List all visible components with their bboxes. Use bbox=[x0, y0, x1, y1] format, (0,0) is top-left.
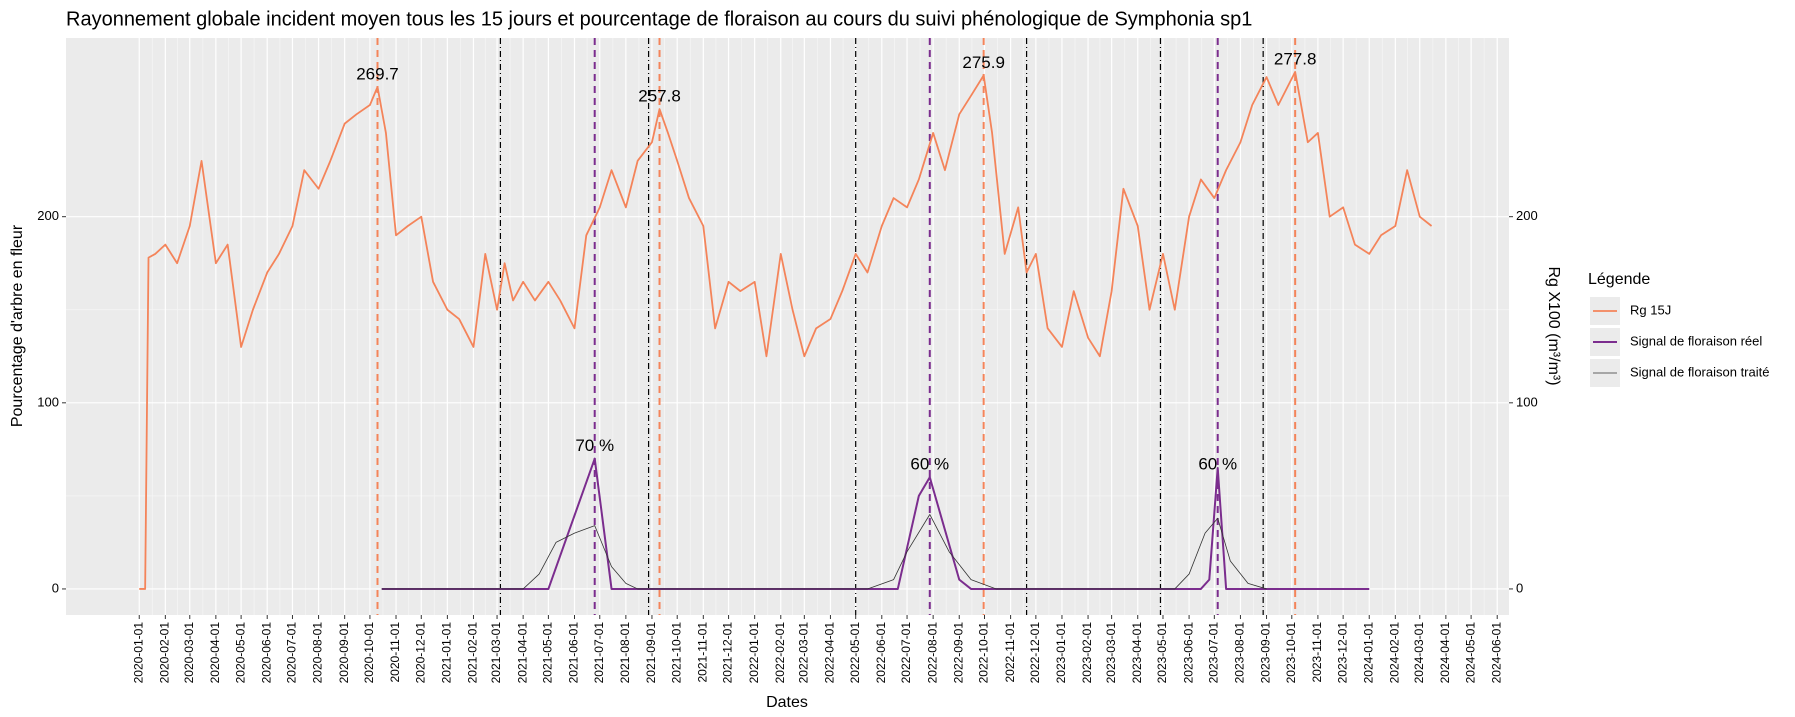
x-tick-label: 2022-07-01 bbox=[899, 622, 913, 684]
annotation: 60 % bbox=[1198, 455, 1237, 474]
x-tick-label: 2024-06-01 bbox=[1489, 622, 1503, 684]
legend-label: Signal de floraison réel bbox=[1630, 333, 1762, 348]
x-tick-label: 2024-03-01 bbox=[1412, 622, 1426, 684]
y-axis-label: Pourcentage d'arbre en fleur bbox=[9, 224, 26, 427]
x-tick-label: 2022-12-01 bbox=[1028, 622, 1042, 684]
x-tick-label: 2021-06-01 bbox=[567, 622, 581, 684]
x-tick-label: 2020-07-01 bbox=[285, 622, 299, 684]
x-tick-label: 2021-03-01 bbox=[489, 622, 503, 684]
y2-tick-label: 0 bbox=[1516, 580, 1523, 595]
x-axis-label: Dates bbox=[766, 694, 808, 711]
series-line bbox=[381, 457, 1370, 590]
x-tick-label: 2024-05-01 bbox=[1463, 622, 1477, 684]
x-tick-label: 2021-08-01 bbox=[618, 622, 632, 684]
x-tick-label: 2022-06-01 bbox=[874, 622, 888, 684]
x-tick-label: 2020-05-01 bbox=[233, 622, 247, 684]
x-tick-label: 2020-06-01 bbox=[259, 622, 273, 684]
series-line bbox=[381, 514, 1267, 590]
series-line bbox=[139, 70, 1433, 590]
x-tick-label: 2022-03-01 bbox=[797, 622, 811, 684]
x-tick-label: 2024-01-01 bbox=[1361, 622, 1375, 684]
x-tick-label: 2021-05-01 bbox=[541, 622, 555, 684]
x-tick-label: 2020-10-01 bbox=[362, 622, 376, 684]
y-tick-label: 200 bbox=[37, 208, 59, 223]
x-tick-label: 2020-11-01 bbox=[388, 622, 402, 683]
x-tick-label: 2023-06-01 bbox=[1181, 622, 1195, 684]
annotation: 269.7 bbox=[356, 64, 399, 83]
x-tick-label: 2020-02-01 bbox=[158, 622, 172, 684]
x-tick-label: 2023-05-01 bbox=[1155, 622, 1169, 684]
x-tick-label: 2021-02-01 bbox=[466, 622, 480, 684]
x-tick-label: 2023-04-01 bbox=[1130, 622, 1144, 684]
x-tick-label: 2021-10-01 bbox=[669, 622, 683, 684]
x-tick-label: 2021-11-01 bbox=[695, 622, 709, 683]
x-tick-label: 2022-08-01 bbox=[925, 622, 939, 684]
y-tick-label: 0 bbox=[52, 580, 59, 595]
x-tick-label: 2023-09-01 bbox=[1259, 622, 1273, 684]
x-tick-label: 2022-10-01 bbox=[977, 622, 991, 684]
x-tick-label: 2021-07-01 bbox=[592, 622, 606, 684]
legend-label: Rg 15J bbox=[1630, 302, 1671, 317]
x-tick-label: 2023-08-01 bbox=[1233, 622, 1247, 684]
y2-tick-label: 100 bbox=[1516, 394, 1538, 409]
annotation: 275.9 bbox=[962, 53, 1005, 72]
x-tick-label: 2021-09-01 bbox=[644, 622, 658, 684]
x-tick-label: 2020-03-01 bbox=[182, 622, 196, 684]
x-tick-label: 2023-10-01 bbox=[1284, 622, 1298, 684]
annotation: 60 % bbox=[910, 455, 949, 474]
x-tick-label: 2021-04-01 bbox=[515, 622, 529, 684]
x-tick-label: 2023-02-01 bbox=[1080, 622, 1094, 684]
x-tick-label: 2023-01-01 bbox=[1054, 622, 1068, 684]
panel bbox=[66, 38, 1509, 615]
x-tick-label: 2020-01-01 bbox=[131, 622, 145, 684]
x-tick-label: 2022-01-01 bbox=[747, 622, 761, 684]
x-tick-label: 2022-11-01 bbox=[1003, 622, 1017, 683]
x-tick-label: 2022-04-01 bbox=[823, 622, 837, 684]
x-tick-label: 2020-04-01 bbox=[208, 622, 222, 684]
x-tick-label: 2024-04-01 bbox=[1438, 622, 1452, 684]
chart-title: Rayonnement globale incident moyen tous … bbox=[66, 8, 1252, 30]
x-tick-label: 2020-09-01 bbox=[337, 622, 351, 684]
x-tick-label: 2021-12-01 bbox=[721, 622, 735, 684]
x-tick-label: 2022-02-01 bbox=[773, 622, 787, 684]
y2-tick-label: 200 bbox=[1516, 208, 1538, 223]
x-tick-label: 2023-12-01 bbox=[1335, 622, 1349, 684]
x-tick-label: 2023-03-01 bbox=[1104, 622, 1118, 684]
x-tick-label: 2024-02-01 bbox=[1388, 622, 1402, 684]
x-tick-label: 2021-01-01 bbox=[440, 622, 454, 684]
x-tick-label: 2022-05-01 bbox=[848, 622, 862, 684]
annotation: 257.8 bbox=[638, 87, 681, 106]
annotation: 70 % bbox=[575, 436, 614, 455]
legend-title: Légende bbox=[1588, 271, 1650, 288]
y2-axis-label: Rg X100 (m³/m³) bbox=[1545, 266, 1562, 385]
x-tick-label: 2020-08-01 bbox=[311, 622, 325, 684]
legend-label: Signal de floraison traité bbox=[1630, 364, 1769, 379]
x-tick-label: 2023-11-01 bbox=[1310, 622, 1324, 683]
x-tick-label: 2022-09-01 bbox=[951, 622, 965, 684]
x-tick-label: 2023-07-01 bbox=[1207, 622, 1221, 684]
y-tick-label: 100 bbox=[37, 394, 59, 409]
x-tick-label: 2020-12-01 bbox=[413, 622, 427, 684]
annotation: 277.8 bbox=[1274, 49, 1317, 68]
